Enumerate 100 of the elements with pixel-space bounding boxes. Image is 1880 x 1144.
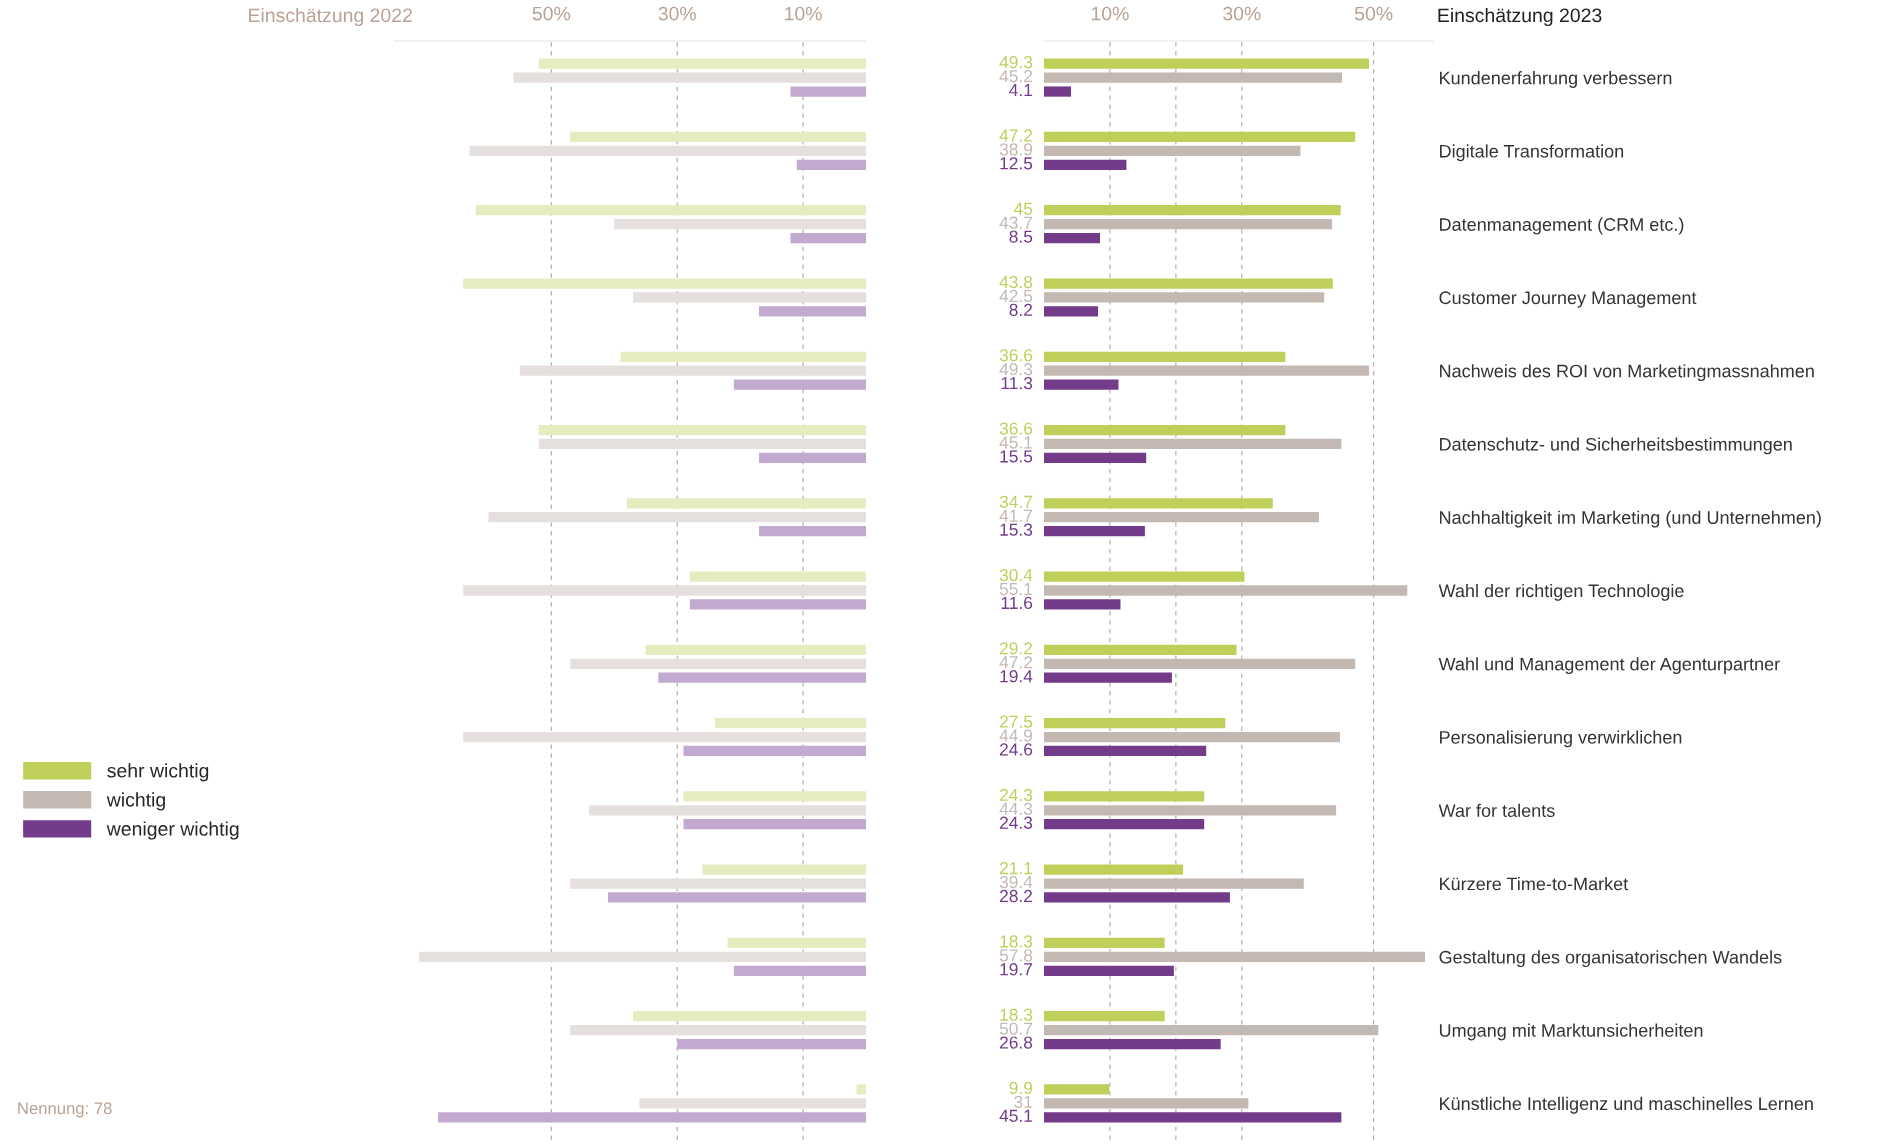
- bar: [1044, 424, 1286, 436]
- bar: [1044, 805, 1337, 816]
- bar: [1044, 512, 1319, 523]
- y-tick-label: Umgang mit Marktunsicherheiten: [1439, 1023, 1703, 1041]
- x-tick-label: 50%: [1354, 6, 1393, 21]
- y-tick-label: Datenmanagement (CRM etc.): [1440, 217, 1684, 235]
- bar: [1044, 1011, 1165, 1022]
- bar: [519, 365, 866, 376]
- bar: [1044, 58, 1370, 69]
- y-tick-label: Personalisierung verwirklichen: [1440, 730, 1682, 748]
- bar: [1044, 1112, 1342, 1123]
- bar: [790, 86, 866, 97]
- data-label: 24.3: [999, 816, 1033, 829]
- bar: [614, 219, 866, 230]
- bar: [759, 452, 866, 464]
- bar: [1044, 1098, 1249, 1109]
- y-tick-label: Customer Journey Management: [1439, 291, 1697, 308]
- bar: [538, 424, 866, 436]
- bar: [1044, 131, 1356, 143]
- data-label: 24.3: [999, 788, 1033, 802]
- data-label: 18.3: [1000, 935, 1033, 948]
- bar: [689, 571, 866, 582]
- x-tick-label: 10%: [785, 6, 822, 21]
- bar: [1044, 219, 1333, 230]
- bar: [683, 791, 866, 802]
- bar: [689, 599, 866, 610]
- y-tick-label: Nachhaltigkeit im Marketing (und Unternehmen): [1440, 510, 1821, 528]
- data-label: 31: [1014, 1095, 1033, 1109]
- y-tick-label: Nachweis des ROI von Marketingmassnahmen: [1440, 364, 1814, 381]
- bar: [1044, 526, 1145, 537]
- data-label: 26.8: [999, 1036, 1033, 1049]
- bar: [1044, 717, 1226, 729]
- data-label: 43.7: [999, 216, 1033, 229]
- x-tick-label: 50%: [532, 6, 571, 21]
- y-tick-label: Künstliche Intelligenz und maschinelles Lernen: [1440, 1096, 1813, 1114]
- y-tick-label: Wahl und Management der Agenturpartner: [1438, 657, 1780, 675]
- data-label: 19.4: [1000, 670, 1033, 683]
- bar: [1044, 306, 1099, 317]
- bar: [733, 965, 866, 976]
- bar: [727, 937, 866, 949]
- bar: [1044, 351, 1286, 362]
- bar: [438, 1112, 866, 1123]
- bar: [570, 131, 866, 143]
- data-label: 19.7: [1000, 963, 1033, 976]
- bar: [639, 1098, 866, 1109]
- data-label: 8.2: [1009, 303, 1033, 317]
- bar: [1044, 498, 1273, 509]
- bar: [1044, 232, 1101, 244]
- bar: [463, 278, 866, 289]
- data-label: 41.7: [999, 509, 1033, 522]
- bar: [1044, 1038, 1221, 1050]
- data-label: 36.6: [999, 349, 1033, 362]
- bar: [645, 644, 866, 655]
- data-label: 47.2: [999, 656, 1033, 669]
- data-label: 24.6: [999, 743, 1033, 756]
- data-label: 42.5: [999, 289, 1033, 303]
- legend-label: weniger wichtig: [106, 821, 239, 840]
- data-label: 45.1: [999, 436, 1033, 449]
- bar: [1044, 892, 1230, 903]
- data-label: 9.9: [1009, 1081, 1033, 1095]
- bar: [1044, 745, 1207, 757]
- bar: [796, 159, 866, 170]
- bar: [1044, 292, 1325, 303]
- bar: [633, 1011, 866, 1022]
- bar: [1044, 145, 1301, 157]
- bar: [1044, 791, 1205, 802]
- bar: [683, 745, 866, 757]
- bar: [570, 658, 866, 669]
- bar: [1044, 1084, 1110, 1095]
- bar: [1044, 937, 1165, 949]
- bar: [1044, 672, 1172, 683]
- data-label: 39.4: [999, 875, 1033, 889]
- data-label: 55.1: [999, 583, 1033, 596]
- x-tick-label: 30%: [1223, 6, 1261, 21]
- bar: [1044, 452, 1147, 464]
- y-tick-label: War for talents: [1438, 803, 1555, 818]
- bar: [1044, 731, 1341, 743]
- data-label: 12.5: [1000, 157, 1033, 170]
- data-label: 8.5: [1009, 230, 1033, 243]
- data-label: 15.5: [1000, 450, 1033, 463]
- legend-label: wichtig: [106, 792, 165, 811]
- bar: [1044, 571, 1245, 582]
- bar: [607, 892, 866, 903]
- bar: [1044, 951, 1426, 962]
- data-label: 44.9: [999, 729, 1033, 742]
- data-label: 34.7: [999, 495, 1033, 508]
- legend-label: sehr wichtig: [107, 763, 209, 782]
- y-tick-label: Digitale Transformation: [1440, 144, 1624, 162]
- bar: [1044, 819, 1205, 830]
- bar: [1044, 658, 1356, 669]
- bar: [475, 205, 866, 216]
- data-label: 50.7: [999, 1022, 1033, 1035]
- bar: [1044, 585, 1408, 596]
- bar: [1044, 599, 1121, 610]
- x-tick-label: 30%: [658, 6, 696, 21]
- text: Einschätzung 2023: [1438, 7, 1602, 27]
- bar: [570, 1024, 866, 1036]
- bar: [759, 526, 866, 537]
- bar: [1044, 644, 1237, 655]
- bar: [658, 672, 866, 683]
